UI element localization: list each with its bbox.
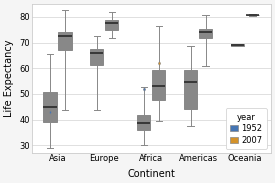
PathPatch shape: [105, 20, 119, 30]
PathPatch shape: [184, 70, 197, 109]
PathPatch shape: [199, 29, 212, 38]
PathPatch shape: [152, 70, 165, 100]
PathPatch shape: [137, 115, 150, 130]
PathPatch shape: [59, 32, 72, 50]
PathPatch shape: [90, 48, 103, 66]
X-axis label: Continent: Continent: [127, 169, 175, 179]
PathPatch shape: [231, 44, 244, 46]
Y-axis label: Life Expectancy: Life Expectancy: [4, 40, 14, 117]
PathPatch shape: [43, 92, 57, 122]
Legend: 1952, 2007: 1952, 2007: [226, 108, 267, 149]
